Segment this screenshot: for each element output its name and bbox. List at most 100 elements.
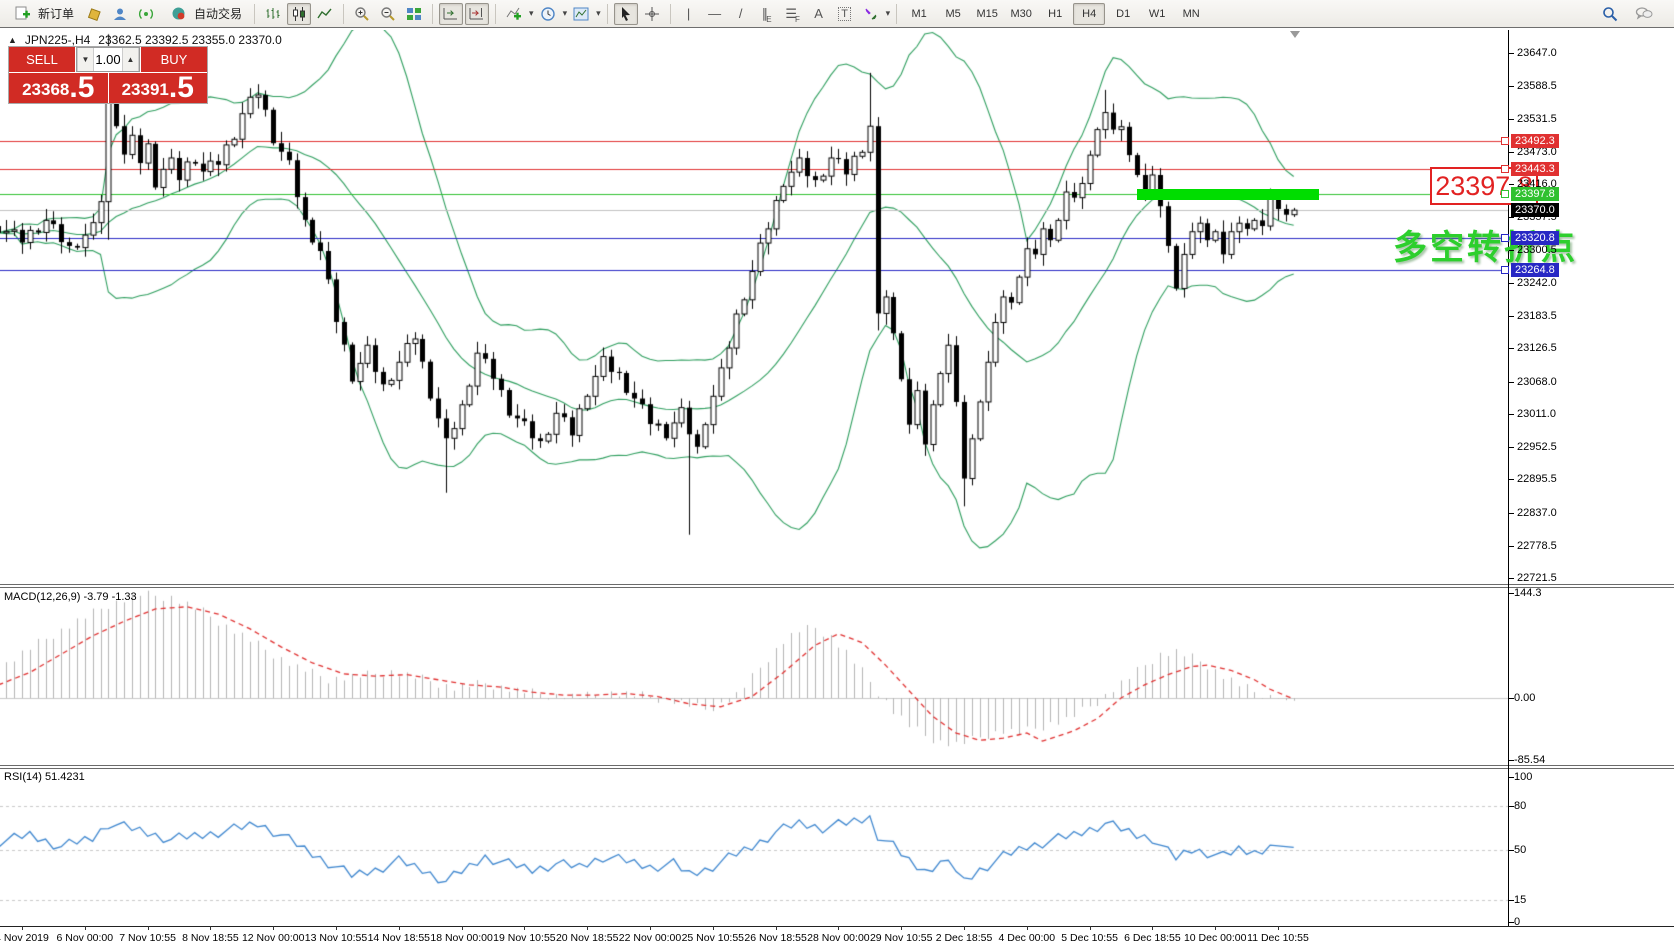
zoom-out-icon[interactable]: [376, 3, 400, 25]
tf-h1[interactable]: H1: [1048, 7, 1063, 20]
macd-label: MACD(12,26,9) -3.79 -1.33: [4, 591, 137, 603]
price-tick-mark: [1509, 249, 1514, 251]
price-line-anchor[interactable]: [1501, 234, 1509, 243]
macd-tick-mark: [1509, 760, 1514, 762]
time-axis-label: 29 Nov 10:55: [869, 932, 933, 944]
time-axis-label: 4 Nov 2019: [0, 932, 49, 944]
time-tick-mark: [712, 926, 714, 930]
indicators-icon[interactable]: [502, 3, 526, 25]
rsi-scale-label: 15: [1514, 894, 1527, 907]
zoom-in-icon[interactable]: [350, 3, 374, 25]
price-line-label: 23492.3: [1511, 133, 1559, 148]
tf-m30[interactable]: M30: [1010, 7, 1032, 20]
tf-m1[interactable]: M1: [911, 7, 927, 20]
panel-separator[interactable]: [0, 584, 1674, 585]
panel-separator[interactable]: [0, 765, 1674, 766]
tf-h4[interactable]: H4: [1073, 2, 1106, 25]
tile-windows-icon[interactable]: [402, 3, 426, 25]
signals-icon[interactable]: [134, 3, 158, 25]
vertical-line-icon[interactable]: |: [686, 6, 691, 21]
time-tick-mark: [964, 926, 965, 930]
arrows-tool-icon[interactable]: [859, 3, 883, 25]
price-tick-label: 23588.5: [1517, 80, 1557, 93]
tf-mn[interactable]: MN: [1182, 7, 1200, 20]
tf-m5[interactable]: M5: [945, 7, 961, 20]
price-tick-label: 23126.5: [1517, 342, 1557, 355]
search-icon[interactable]: [1598, 3, 1622, 25]
toolbar-separator: [495, 3, 497, 24]
price-tick-label: 23011.0: [1517, 407, 1556, 420]
time-tick-mark: [210, 926, 212, 930]
crosshair-icon[interactable]: [640, 3, 664, 25]
time-tick-mark: [838, 926, 840, 930]
price-tick-mark: [1509, 447, 1514, 449]
line-chart-icon[interactable]: [313, 3, 337, 25]
time-axis-label: 10 Dec 00:00: [1183, 932, 1247, 944]
periods-dropdown-arrow[interactable]: ▾: [562, 8, 568, 18]
rsi-panel-canvas[interactable]: [0, 768, 1508, 926]
time-axis-label: 5 Dec 10:55: [1061, 932, 1118, 944]
tf-w1[interactable]: W1: [1148, 7, 1166, 20]
auto-scroll-icon[interactable]: [439, 2, 464, 25]
price-line-label: 23397.8: [1511, 187, 1559, 202]
time-axis[interactable]: [0, 927, 1508, 949]
tf-m15[interactable]: M15: [976, 7, 998, 20]
time-tick-mark: [1215, 926, 1217, 930]
time-tick-mark: [147, 926, 149, 930]
time-axis-label: 18 Nov 00:00: [430, 932, 493, 944]
arrows-dropdown-arrow[interactable]: ▾: [885, 8, 891, 18]
time-axis-label: 6 Dec 18:55: [1124, 932, 1181, 944]
macd-tick-mark: [1509, 698, 1514, 699]
price-tick-mark: [1509, 348, 1514, 350]
volume-up-button[interactable]: ▲: [122, 48, 139, 71]
cursor-icon[interactable]: [613, 2, 638, 25]
channel-icon[interactable]: ∥ E: [761, 5, 772, 24]
new-order-label: 新订单: [38, 7, 75, 21]
chat-icon[interactable]: [1632, 3, 1656, 25]
price-line-anchor[interactable]: [1501, 265, 1509, 274]
autotrading-button[interactable]: 自动交易: [160, 2, 248, 26]
price-axis[interactable]: [1509, 30, 1674, 926]
new-order-icon: [10, 3, 34, 25]
time-axis-border: [0, 926, 1674, 927]
price-line-anchor[interactable]: [1501, 190, 1509, 199]
price-line-anchor[interactable]: [1501, 164, 1509, 173]
community-icon[interactable]: [108, 3, 132, 25]
ohlc-values: 23362.5 23392.5 23355.0 23370.0: [98, 33, 282, 47]
volume-input[interactable]: 1.00: [94, 48, 122, 71]
label-tool-icon[interactable]: T: [833, 3, 857, 25]
horizontal-line-icon[interactable]: —: [708, 6, 722, 21]
bar-chart-icon[interactable]: [261, 3, 285, 25]
time-axis-label: 28 Nov 00:00: [807, 932, 870, 944]
rsi-tick-mark: [1509, 777, 1514, 778]
indicators-dropdown-arrow[interactable]: ▾: [529, 8, 534, 18]
time-axis-label: 19 Nov 10:55: [493, 932, 556, 944]
price-tick-label: 22721.5: [1517, 572, 1557, 585]
sell-price[interactable]: 23368.5: [9, 73, 108, 103]
time-axis-label: 20 Nov 18:55: [555, 932, 619, 944]
templates-icon[interactable]: [569, 3, 593, 25]
macd-panel-canvas[interactable]: [0, 588, 1508, 765]
collapse-panel-icon[interactable]: ▲: [8, 35, 17, 45]
buy-price[interactable]: 23391.5: [108, 73, 207, 103]
time-axis-label: 12 Nov 00:00: [241, 932, 305, 944]
sell-button[interactable]: SELL: [9, 47, 75, 72]
tf-d1[interactable]: D1: [1116, 7, 1131, 20]
time-axis-label: 6 Nov 00:00: [56, 932, 114, 944]
templates-dropdown-arrow[interactable]: ▾: [596, 8, 601, 18]
main-chart-canvas[interactable]: [0, 30, 1508, 584]
volume-down-button[interactable]: ▼: [77, 48, 94, 71]
buy-button[interactable]: BUY: [141, 47, 207, 72]
trendline-icon[interactable]: /: [738, 6, 743, 21]
styles-icon[interactable]: [82, 3, 106, 25]
new-order-button[interactable]: 新订单: [4, 2, 80, 26]
chart-shift-icon[interactable]: [465, 2, 490, 25]
periods-icon[interactable]: [536, 3, 560, 25]
price-line-anchor[interactable]: [1501, 136, 1509, 145]
text-tool-icon[interactable]: A: [814, 6, 823, 21]
time-tick-mark: [1089, 926, 1091, 930]
toolbar: 新订单 自动交易: [0, 0, 1674, 28]
candlestick-icon[interactable]: [287, 2, 312, 25]
chart-shift-marker[interactable]: [1290, 31, 1300, 38]
fibonacci-icon[interactable]: ☰ F: [785, 5, 800, 24]
